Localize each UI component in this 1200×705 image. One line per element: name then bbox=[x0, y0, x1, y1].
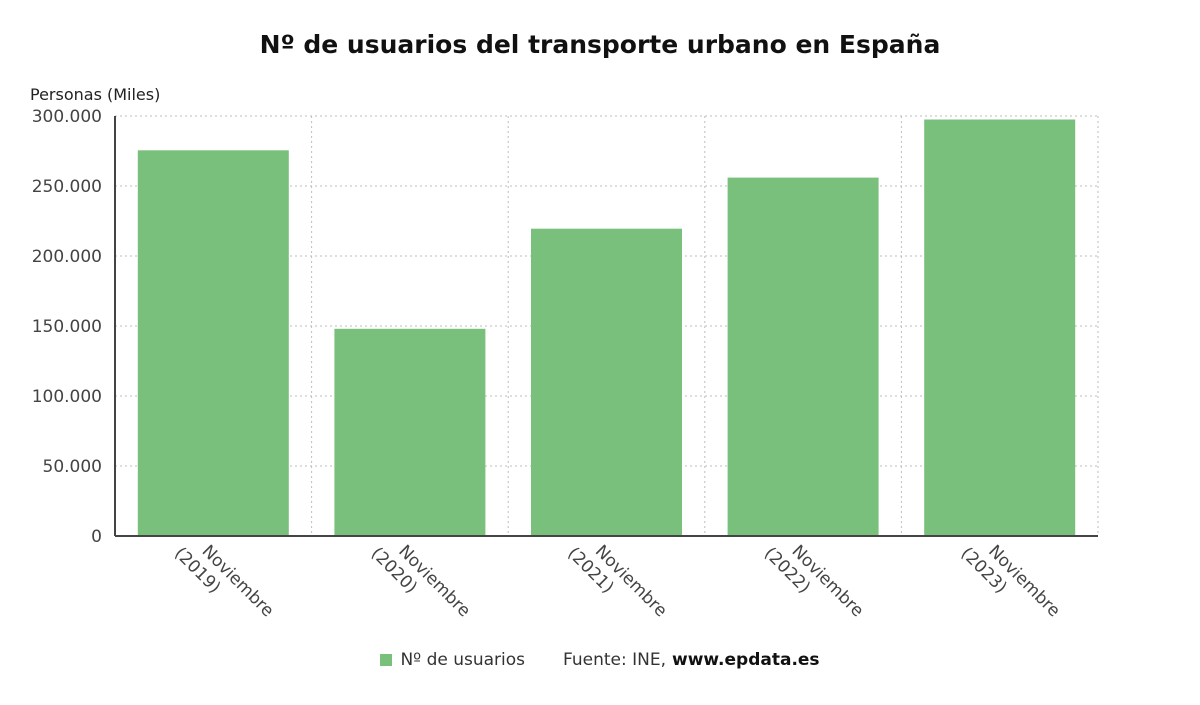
x-tick-label: Noviembre(2022) bbox=[760, 529, 867, 636]
bar bbox=[137, 150, 289, 537]
legend-swatch bbox=[380, 654, 393, 666]
y-tick-label: 100.000 bbox=[32, 387, 102, 407]
y-axis-label: Personas (Miles) bbox=[30, 85, 160, 104]
y-tick-label: 300.000 bbox=[32, 107, 102, 127]
legend-label: Nº de usuarios bbox=[400, 650, 526, 670]
bar bbox=[531, 228, 682, 536]
bar bbox=[924, 119, 1076, 536]
axes bbox=[114, 116, 1098, 537]
legend-item: Nº de usuarios bbox=[380, 650, 525, 670]
source-credit: Fuente: INE, www.epdata.es bbox=[563, 650, 820, 670]
bar-chart: 0 50.000 100.000 150.000 200.000 250.000 300.0… bbox=[30, 85, 1099, 636]
y-tick-labels: 0 50.000 100.000 150.000 200.000 250.000 300.0… bbox=[32, 107, 102, 547]
legend: Nº de usuarios Fuente: INE, www.epdata.es bbox=[0, 650, 1200, 670]
x-tick-label: Noviembre(2023) bbox=[957, 529, 1064, 636]
chart-title: Nº de usuarios del transporte urbano en … bbox=[259, 30, 941, 59]
source-label: Fuente: INE, bbox=[563, 650, 667, 670]
bar bbox=[727, 177, 879, 536]
x-tick-label: Noviembre(2019) bbox=[170, 529, 277, 636]
bar bbox=[334, 328, 486, 536]
y-tick-label: 0 bbox=[91, 527, 102, 547]
x-tick-label: Noviembre(2020) bbox=[367, 529, 474, 636]
source-link[interactable]: www.epdata.es bbox=[672, 650, 820, 670]
x-tick-label: Noviembre(2021) bbox=[563, 529, 670, 636]
y-tick-label: 150.000 bbox=[32, 317, 102, 337]
y-tick-label: 200.000 bbox=[32, 247, 102, 267]
bars bbox=[137, 119, 1076, 537]
y-tick-label: 250.000 bbox=[32, 177, 102, 197]
y-tick-label: 50.000 bbox=[43, 457, 102, 477]
x-tick-labels: Noviembre(2019) Noviembre(2020) Noviembre(… bbox=[170, 529, 1064, 636]
